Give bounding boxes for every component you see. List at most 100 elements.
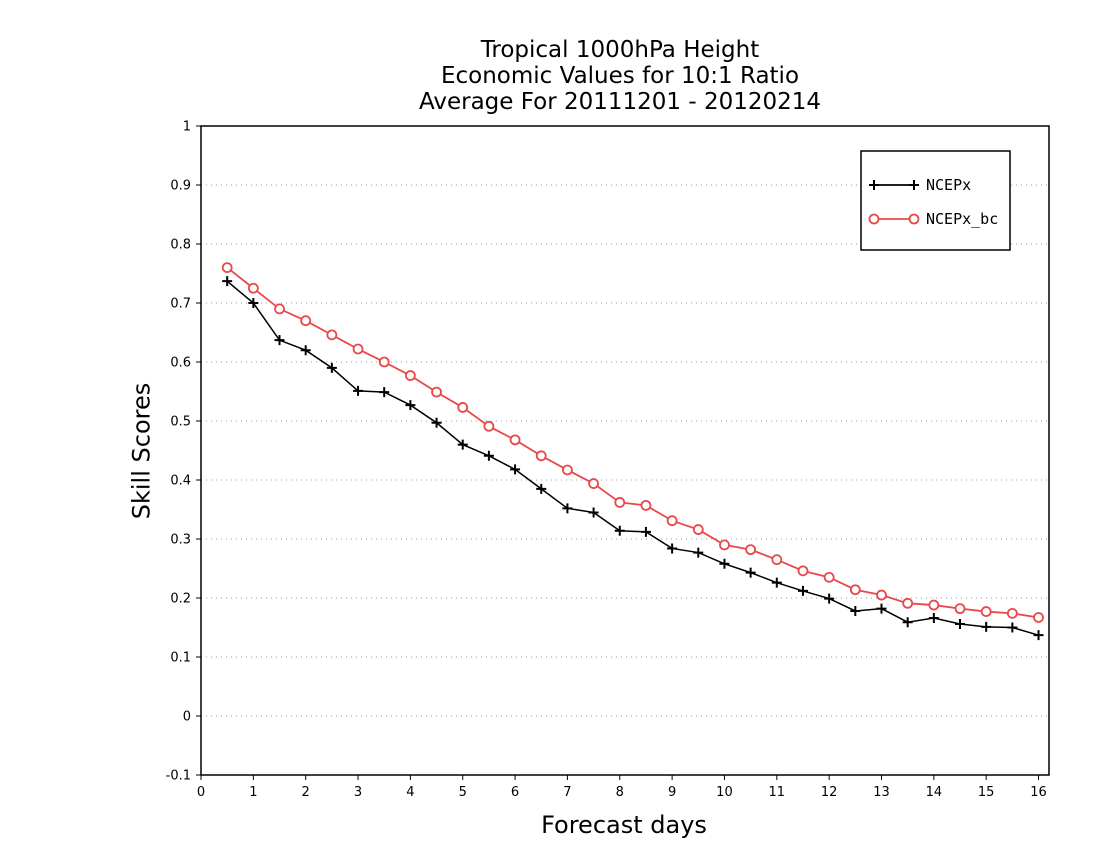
data-point [536,483,547,494]
data-point [771,554,783,566]
data-point [667,543,678,554]
series-line [226,266,1039,619]
series-line [226,280,1039,636]
x-tick-label: 12 [821,785,838,800]
data-point [797,565,809,577]
data-point [666,515,678,527]
data-point [640,526,651,537]
y-tick-label: 0.5 [170,415,191,430]
y-tick-label: 0 [183,710,191,725]
x-axis-title: Forecast days [541,811,707,839]
data-point [902,617,913,628]
data-point [614,497,626,508]
x-tick-label: 7 [563,785,571,800]
data-point [719,558,730,569]
data-point [692,524,704,535]
data-point [614,525,625,536]
series [221,262,1044,641]
data-point [562,464,573,476]
data-point [824,593,835,604]
legend-marker [869,180,879,190]
data-point [902,597,914,609]
y-tick-label: 1 [183,120,191,135]
y-tick-label: 0.4 [170,474,191,489]
data-point [222,276,233,287]
y-axis-title: Skill Scores [127,383,155,520]
data-point [431,417,442,428]
x-tick-label: 3 [354,785,362,800]
data-point [352,343,364,355]
data-point [850,605,861,616]
data-point [221,262,233,274]
chart-title-line: Tropical 1000hPa Height [480,37,760,63]
plot-area [200,125,1050,776]
data-point [1007,622,1018,633]
data-point [483,450,494,461]
y-tick-label: 0.9 [170,179,191,194]
legend-label: NCEPx [926,176,971,194]
data-point [928,599,940,611]
data-point [457,402,469,413]
x-tick-label: 1 [249,785,257,800]
y-tick-label: 0.6 [170,356,191,371]
data-point [745,567,756,578]
data-point [954,603,966,615]
x-tick-label: 16 [1030,785,1047,800]
data-point [719,539,730,551]
y-axis: -0.1 0 0.1 0.2 0.3 0.4 0.5 0.6 0.7 0.8 0.9 1 [166,120,201,784]
data-point [535,450,547,462]
data-point [405,400,416,411]
data-point [353,385,364,396]
data-point [562,503,573,514]
x-tick-label: 13 [873,785,890,800]
y-tick-label: -0.1 [166,769,191,784]
x-tick-label: 10 [716,785,733,800]
data-point [823,571,835,583]
data-point [693,547,704,558]
data-point [483,420,495,432]
legend-marker [908,213,920,225]
data-point [745,544,757,556]
data-point [640,499,652,511]
data-point [378,356,390,368]
data-point [379,387,390,398]
legend-label: NCEPx_bc [926,210,998,228]
x-tick-label: 9 [668,785,676,800]
y-tick-label: 0.1 [170,651,191,666]
data-point [1006,607,1018,619]
data-point [1033,612,1044,623]
y-tick-label: 0.3 [170,533,191,548]
data-point [300,315,312,327]
data-point [431,386,442,398]
series-ncepx-bc [221,262,1044,623]
x-tick-label: 11 [769,785,786,800]
data-point [248,298,259,308]
data-point [509,434,521,446]
data-point [981,621,992,632]
legend-box [860,150,1011,251]
data-point [1033,630,1044,641]
data-point [928,613,939,624]
data-point [247,282,259,294]
data-point [300,345,311,356]
x-tick-label: 2 [302,785,310,800]
series-ncepx [222,276,1044,641]
data-point [274,335,285,346]
x-tick-label: 0 [197,785,205,800]
chart-title-line: Economic Values for 10:1 Ratio [441,63,799,89]
x-tick-label: 6 [511,785,519,800]
data-point [876,603,887,614]
legend: NCEPx NCEPx_bc [860,150,1011,251]
x-tick-label: 14 [926,785,943,800]
data-point [771,577,782,588]
data-point [588,478,599,489]
data-point [326,362,337,373]
chart-title-line: Average For 20111201 - 20120214 [419,89,821,115]
data-point [980,606,992,617]
data-point [797,585,808,596]
data-point [510,464,521,475]
grid [201,184,1049,717]
y-tick-label: 0.7 [170,297,191,312]
